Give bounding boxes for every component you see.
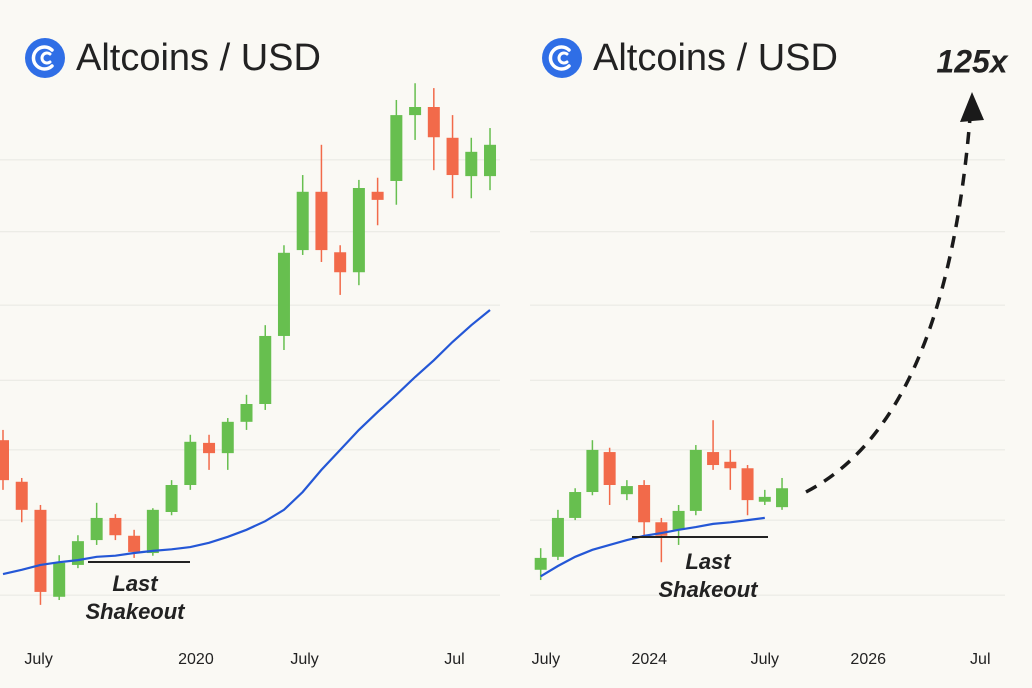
candle-body	[352, 188, 365, 273]
candle-body	[315, 191, 328, 251]
moving-average-line	[2, 309, 491, 576]
candle-body	[776, 488, 789, 508]
candle-body	[34, 509, 47, 592]
x-tick-label: 2026	[850, 651, 886, 668]
candle-body	[707, 452, 720, 466]
x-tick-label: 2024	[631, 651, 667, 668]
candle-body	[90, 517, 103, 541]
candle-body	[53, 562, 66, 597]
candle-body	[128, 535, 141, 552]
candle-body	[240, 404, 253, 422]
chart-title: Altcoins / USD	[76, 37, 321, 79]
candle-body	[534, 557, 547, 570]
candle-body	[689, 449, 702, 511]
x-tick-label: July	[532, 651, 560, 668]
candle-body	[334, 252, 347, 273]
x-tick-label: 2020	[178, 651, 214, 668]
annotation: 125x	[936, 43, 1008, 79]
annotation: Last Shakeout	[85, 571, 185, 624]
arrow-head	[960, 92, 984, 122]
candle-body	[146, 509, 159, 554]
candle-body	[586, 449, 599, 493]
x-tick-label: July	[751, 651, 779, 668]
candle-body	[758, 496, 771, 502]
candle-body	[184, 441, 197, 485]
logo-icon	[25, 38, 65, 78]
candle-body	[741, 468, 754, 501]
moving-average-line	[540, 516, 765, 578]
x-tick-label: Jul	[444, 651, 464, 668]
candle-body	[371, 191, 384, 200]
candle-body	[0, 440, 9, 481]
candle-body	[165, 485, 178, 512]
x-tick-label: Jul	[970, 651, 990, 668]
candle-body	[620, 486, 633, 495]
candle-body	[259, 335, 272, 404]
candle-body	[603, 452, 616, 485]
candle-body	[390, 115, 403, 181]
candle-body	[569, 492, 582, 518]
candle-body	[296, 191, 309, 251]
x-tick-label: July	[290, 651, 318, 668]
candle-body	[551, 517, 564, 557]
candle-body	[638, 485, 651, 523]
candle-body	[15, 481, 28, 510]
candle-body	[109, 517, 122, 536]
annotation: Last Shakeout	[658, 549, 758, 602]
logo-icon	[542, 38, 582, 78]
candle-body	[221, 421, 234, 454]
candle-body	[465, 151, 478, 177]
candle-body	[446, 137, 459, 176]
candle-body	[409, 107, 422, 116]
candle-body	[672, 510, 685, 530]
chart-title: Altcoins / USD	[593, 37, 838, 79]
projection-arrow	[805, 117, 972, 494]
x-tick-label: July	[24, 651, 52, 668]
candle-body	[484, 144, 497, 177]
candle-body	[427, 107, 440, 138]
candle-body	[724, 461, 737, 469]
candle-body	[203, 442, 216, 454]
candle-body	[277, 252, 290, 336]
